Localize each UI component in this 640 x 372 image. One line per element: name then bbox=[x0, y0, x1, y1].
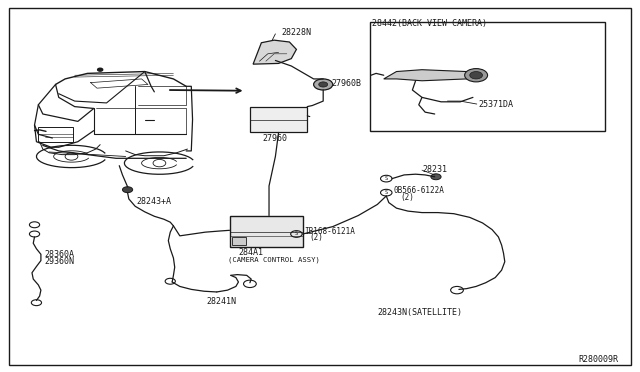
Circle shape bbox=[122, 187, 132, 193]
Text: 27960: 27960 bbox=[262, 134, 287, 142]
Bar bbox=[38, 127, 74, 142]
Text: R280009R: R280009R bbox=[578, 355, 618, 364]
Text: 284A1: 284A1 bbox=[239, 248, 264, 257]
Text: S: S bbox=[385, 176, 388, 181]
Text: (CAMERA CONTROL ASSY): (CAMERA CONTROL ASSY) bbox=[228, 257, 319, 263]
Text: 27960B: 27960B bbox=[332, 79, 362, 88]
Text: 0B566-6122A: 0B566-6122A bbox=[394, 186, 445, 195]
Circle shape bbox=[431, 174, 441, 180]
Circle shape bbox=[314, 79, 333, 90]
Text: S: S bbox=[385, 190, 388, 195]
Circle shape bbox=[319, 82, 328, 87]
Bar bbox=[370, 22, 605, 131]
Text: 29360N: 29360N bbox=[45, 257, 75, 266]
Text: (2): (2) bbox=[309, 233, 323, 242]
Text: 28231: 28231 bbox=[422, 165, 447, 174]
Text: 28360A: 28360A bbox=[45, 250, 75, 259]
Circle shape bbox=[465, 68, 488, 82]
Text: (2): (2) bbox=[400, 193, 414, 202]
Text: S: S bbox=[295, 231, 298, 237]
Text: 25371DA: 25371DA bbox=[478, 100, 513, 109]
Text: 28228N: 28228N bbox=[282, 28, 312, 37]
Polygon shape bbox=[384, 70, 476, 81]
Text: 28243N(SATELLITE): 28243N(SATELLITE) bbox=[378, 308, 462, 317]
Text: 28243+A: 28243+A bbox=[136, 197, 172, 206]
Bar bbox=[230, 215, 303, 247]
Text: 28241N: 28241N bbox=[207, 297, 237, 306]
Text: 28442(BACK VIEW CAMERA): 28442(BACK VIEW CAMERA) bbox=[372, 19, 487, 28]
Bar bbox=[232, 237, 246, 245]
Polygon shape bbox=[253, 40, 296, 64]
Text: IB168-6121A: IB168-6121A bbox=[304, 227, 355, 235]
Circle shape bbox=[470, 71, 483, 79]
Circle shape bbox=[98, 68, 102, 71]
Bar bbox=[250, 107, 307, 132]
